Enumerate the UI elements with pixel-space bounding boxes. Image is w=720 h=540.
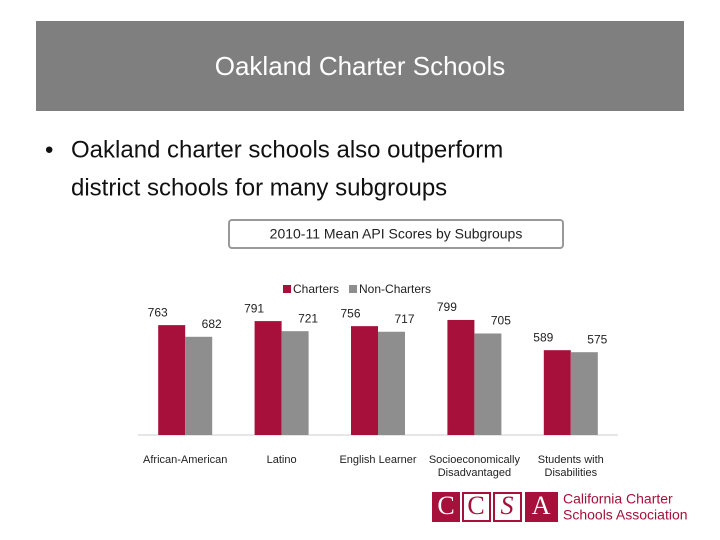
data-label: 705	[491, 314, 511, 328]
header-band	[36, 21, 684, 111]
legend-label: Charters	[293, 282, 339, 296]
x-tick-label: Students with	[538, 454, 604, 466]
legend-swatch	[283, 285, 291, 293]
chart-title-box	[228, 219, 564, 249]
bar	[378, 331, 405, 435]
logo-box	[432, 492, 460, 522]
logo-letter: C	[467, 491, 484, 520]
bar	[351, 326, 378, 435]
bar	[158, 325, 186, 435]
header-title: Oakland Charter Schools	[215, 51, 505, 81]
data-label: 682	[202, 317, 222, 331]
bar	[254, 321, 282, 435]
data-label: 791	[244, 301, 264, 315]
x-tick-label: Latino	[267, 454, 297, 466]
chart-title: 2010-11 Mean API Scores by Subgroups	[270, 226, 523, 242]
x-tick-label: Socioeconomically	[429, 454, 521, 466]
logo: C C S A California Charter Schools Assoc…	[432, 491, 688, 523]
x-tick-label: Disabilities	[545, 467, 598, 479]
data-label: 589	[533, 330, 553, 344]
data-label: 799	[437, 300, 457, 314]
logo-letter: C	[437, 491, 454, 520]
logo-box	[462, 492, 491, 522]
legend-swatch	[349, 285, 358, 293]
x-tick-label: English Learner	[339, 454, 416, 466]
bullet-text: Oakland charter schools also outperform	[71, 136, 503, 163]
x-tick-label: Disadvantaged	[438, 467, 511, 479]
bullet-text: district schools for many subgroups	[71, 174, 447, 201]
logo-box	[525, 492, 558, 522]
x-tick-label: African-American	[143, 454, 227, 466]
logo-text: California Charter	[563, 491, 673, 507]
logo-letter: S	[501, 491, 514, 520]
logo-text: Schools Association	[563, 507, 688, 523]
bar	[185, 336, 213, 435]
bullet-marker: •	[45, 136, 53, 163]
bar	[447, 319, 475, 435]
logo-box	[493, 492, 522, 522]
data-label: 756	[340, 306, 360, 320]
data-label: 717	[394, 312, 414, 326]
bar	[281, 331, 309, 435]
bar	[543, 350, 571, 435]
legend-label: Non-Charters	[359, 282, 431, 296]
bar	[474, 333, 502, 435]
data-label: 763	[148, 305, 168, 319]
logo-letter: A	[532, 491, 551, 520]
data-label: 575	[587, 332, 607, 346]
bar	[570, 352, 598, 435]
data-label: 721	[298, 311, 318, 325]
